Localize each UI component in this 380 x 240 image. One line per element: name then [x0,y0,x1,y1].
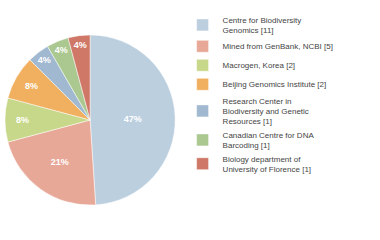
svg-text:4%: 4% [38,55,51,65]
svg-text:Beijing Genomics Institute [2]: Beijing Genomics Institute [2] [223,80,327,89]
svg-text:4%: 4% [74,40,87,50]
svg-text:8%: 8% [25,81,38,91]
svg-text:Biology department ofUniversit: Biology department ofUniversity of Flore… [223,155,311,174]
svg-text:8%: 8% [16,115,29,125]
svg-text:Canadian Centre for DNABarcodi: Canadian Centre for DNABarcoding [1] [223,131,315,150]
svg-text:Research Center inBiodiversity: Research Center inBiodiversity and Genet… [223,97,309,127]
svg-text:21%: 21% [51,157,69,167]
svg-text:Centre for BiodiversityGenomic: Centre for BiodiversityGenomics [11] [223,16,302,35]
svg-text:47%: 47% [124,114,142,124]
svg-text:4%: 4% [55,45,68,55]
svg-text:Mined from GenBank, NCBI [5]: Mined from GenBank, NCBI [5] [223,42,333,51]
svg-text:Macrogen, Korea [2]: Macrogen, Korea [2] [223,61,295,70]
